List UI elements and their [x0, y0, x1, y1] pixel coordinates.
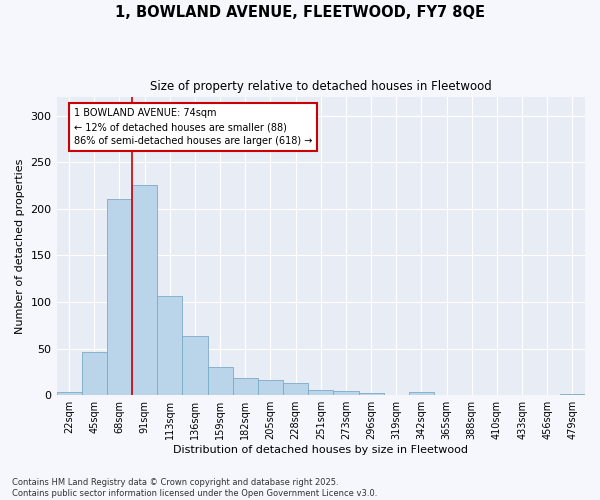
Text: Contains HM Land Registry data © Crown copyright and database right 2025.
Contai: Contains HM Land Registry data © Crown c… — [12, 478, 377, 498]
Bar — [82, 352, 107, 395]
Bar — [258, 380, 283, 395]
Bar — [233, 378, 258, 395]
Bar — [132, 184, 157, 395]
Bar — [409, 392, 434, 395]
Bar — [56, 392, 82, 395]
X-axis label: Distribution of detached houses by size in Fleetwood: Distribution of detached houses by size … — [173, 445, 468, 455]
Bar — [308, 390, 334, 395]
Bar — [359, 394, 383, 395]
Bar — [107, 198, 132, 395]
Bar — [334, 392, 359, 395]
Title: Size of property relative to detached houses in Fleetwood: Size of property relative to detached ho… — [150, 80, 491, 93]
Bar — [182, 336, 208, 395]
Bar — [157, 296, 182, 395]
Y-axis label: Number of detached properties: Number of detached properties — [15, 158, 25, 334]
Bar — [208, 367, 233, 395]
Bar — [283, 383, 308, 395]
Text: 1, BOWLAND AVENUE, FLEETWOOD, FY7 8QE: 1, BOWLAND AVENUE, FLEETWOOD, FY7 8QE — [115, 5, 485, 20]
Text: 1 BOWLAND AVENUE: 74sqm
← 12% of detached houses are smaller (88)
86% of semi-de: 1 BOWLAND AVENUE: 74sqm ← 12% of detache… — [74, 108, 313, 146]
Bar — [560, 394, 585, 395]
